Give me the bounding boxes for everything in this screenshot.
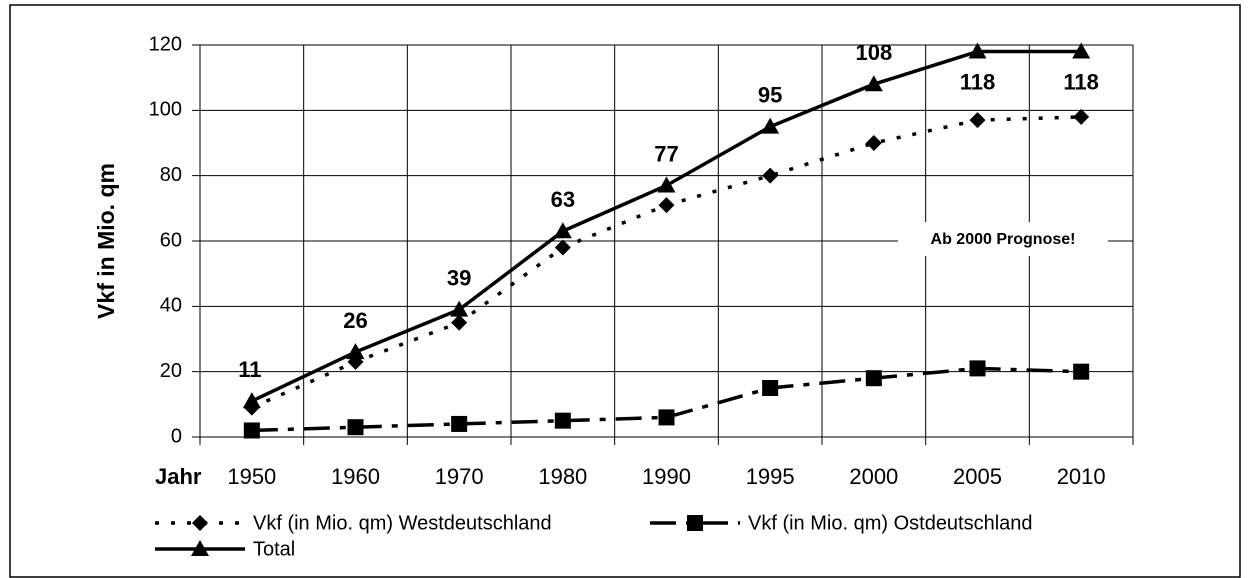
marker	[553, 222, 572, 239]
x-tick-label: 1980	[538, 464, 587, 489]
marker	[554, 412, 571, 429]
annotation-box	[898, 222, 1108, 256]
y-tick-label: 80	[160, 164, 182, 186]
y-axis-label: Vkf in Mio. qm	[93, 163, 119, 319]
marker	[347, 419, 364, 436]
legend-marker	[191, 540, 209, 556]
marker	[762, 167, 779, 184]
marker	[1073, 108, 1090, 125]
marker	[762, 380, 779, 396]
data-label: 95	[758, 82, 782, 107]
marker	[242, 392, 261, 409]
marker	[1073, 363, 1090, 380]
marker	[968, 42, 987, 59]
annotation: Ab 2000 Prognose!	[931, 231, 1076, 248]
x-tick-label: 1960	[331, 464, 380, 489]
marker	[865, 370, 882, 387]
data-label: 63	[551, 187, 575, 212]
marker	[451, 314, 468, 331]
x-tick-label: 1970	[435, 464, 484, 489]
data-label: 26	[343, 308, 367, 333]
x-tick-label: 1990	[642, 464, 691, 489]
y-tick-label: 20	[160, 360, 182, 382]
marker	[346, 343, 365, 360]
data-label: 11	[238, 357, 261, 382]
marker	[243, 422, 260, 439]
x-tick-label: 1995	[746, 464, 795, 489]
series-line	[251, 366, 1082, 433]
marker	[969, 360, 986, 377]
legend-marker	[192, 515, 208, 531]
data-label: 118	[960, 69, 996, 94]
y-tick-label: 0	[171, 425, 182, 447]
x-tick-label: 2005	[953, 464, 1002, 489]
x-tick-label: 1950	[227, 464, 276, 489]
marker	[761, 117, 780, 134]
marker	[554, 239, 571, 256]
marker	[969, 112, 986, 129]
marker	[657, 176, 676, 193]
marker	[658, 409, 675, 426]
marker	[451, 415, 468, 432]
chart-frame	[9, 4, 1241, 578]
marker	[1072, 42, 1091, 59]
legend-label: Total	[253, 538, 295, 560]
x-tick-label: 2010	[1057, 464, 1106, 489]
y-tick-label: 120	[149, 33, 182, 55]
y-tick-label: 60	[160, 229, 182, 251]
data-label: 108	[855, 40, 892, 65]
x-axis-label: Jahr	[155, 464, 202, 489]
legend-label: Vkf (in Mio. qm) Ostdeutschland	[748, 512, 1033, 534]
legend-marker	[687, 515, 703, 531]
marker	[658, 197, 675, 214]
marker	[865, 135, 882, 151]
y-tick-label: 100	[149, 99, 182, 121]
data-label: 118	[1063, 69, 1099, 94]
y-tick-label: 40	[160, 295, 182, 317]
data-label: 77	[654, 141, 678, 166]
x-tick-label: 2000	[849, 464, 898, 489]
data-label: 39	[447, 265, 471, 290]
marker	[864, 75, 883, 92]
marker	[450, 300, 469, 317]
legend-label: Vkf (in Mio. qm) Westdeutschland	[253, 512, 552, 534]
